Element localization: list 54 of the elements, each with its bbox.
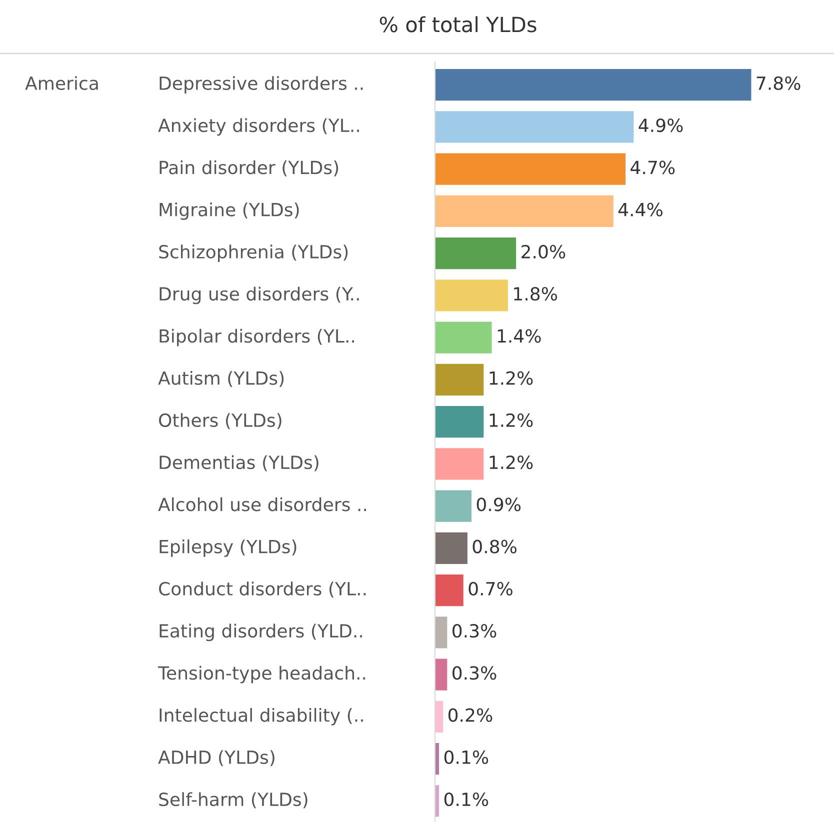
data-label: 0.3% [452, 666, 496, 680]
data-label: 0.8% [472, 540, 516, 554]
bar [435, 406, 484, 438]
data-label: 0.2% [448, 708, 492, 722]
bar [435, 616, 448, 648]
data-label: 0.1% [444, 750, 488, 764]
data-label: 1.2% [490, 371, 533, 385]
bar [435, 574, 464, 606]
bar [435, 448, 484, 480]
data-label: 0.9% [476, 498, 521, 512]
bar [435, 280, 508, 312]
y-tick-label: Drug use disorders (Y.. [160, 286, 359, 304]
bar [435, 153, 626, 185]
bar [435, 322, 492, 354]
data-label: 7.8% [756, 76, 800, 90]
data-label: 1.2% [490, 456, 533, 470]
data-label: 1.8% [514, 287, 558, 301]
y-tick-label: ADHD (YLDs) [158, 750, 274, 766]
bar [435, 532, 468, 564]
y-tick-label: Others (YLDs) [159, 413, 282, 430]
y-tick-label: Bipolar disorders (YL.. [160, 328, 354, 346]
y-tick-label: Eating disorders (YLD.. [160, 624, 362, 642]
bar [435, 364, 484, 396]
data-label: 0.3% [452, 624, 496, 638]
y-tick-label: Epilepsy (YLDs) [160, 539, 296, 557]
y-tick-label: Intelectual disability (.. [160, 708, 363, 726]
bar [435, 69, 752, 101]
data-label: 4.9% [638, 118, 683, 132]
y-tick-label: Pain disorder (YLDs) [160, 160, 338, 176]
y-tick-label: Schizophrenia (YLDs) [159, 244, 348, 262]
y-tick-label: Tension-type headach.. [158, 666, 366, 684]
data-label: 0.1% [444, 792, 488, 806]
bar [435, 238, 516, 270]
y-tick-label: Depressive disorders .. [160, 76, 363, 94]
bar [435, 658, 448, 690]
y-tick-label: Autism (YLDs) [158, 370, 284, 388]
bar [435, 700, 444, 732]
y-tick-label: Alcohol use disorders .. [158, 497, 366, 512]
bar [435, 490, 472, 522]
data-label: 4.4% [618, 202, 662, 216]
y-tick-label: Conduct disorders (YL.. [159, 582, 366, 598]
y-tick-label: Anxiety disorders (YL.. [158, 118, 359, 136]
data-label: 0.7% [468, 582, 512, 596]
text: America [25, 76, 98, 90]
y-tick-label: Self-harm (YLDs) [159, 792, 308, 808]
y-tick-label: Migraine (YLDs) [160, 202, 299, 220]
y-tick-label: Dementias (YLDs) [160, 455, 318, 472]
data-label: 4.7% [630, 160, 675, 174]
bar [435, 111, 634, 143]
data-label: 1.4% [498, 329, 541, 343]
data-label: 2.0% [522, 244, 566, 259]
chart-title: % of total YLDs [380, 16, 536, 32]
bar [435, 195, 614, 227]
data-label: 1.2% [490, 413, 533, 428]
